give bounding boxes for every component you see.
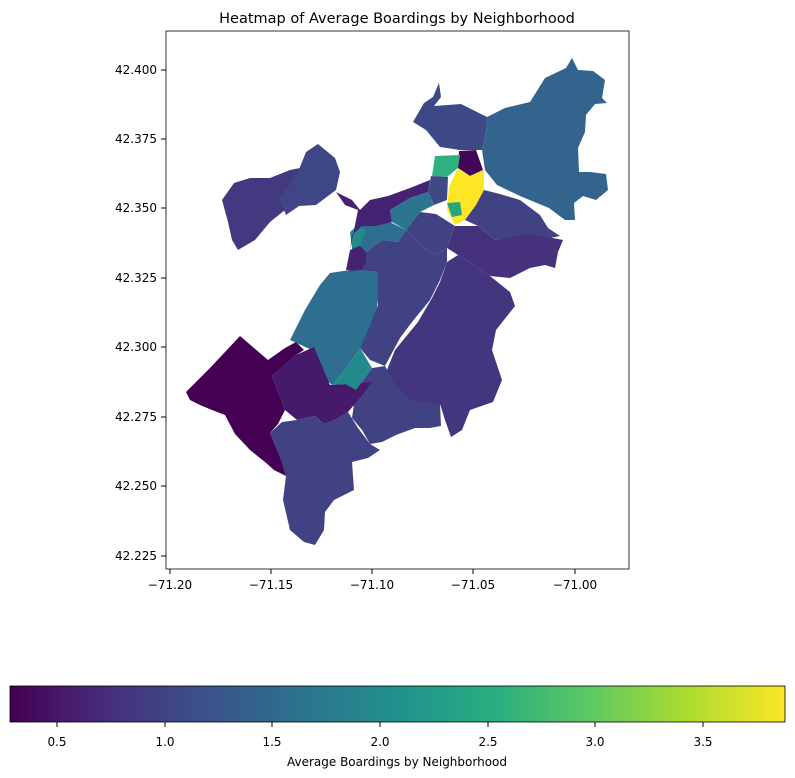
map-region: [390, 192, 434, 230]
map-region: [447, 202, 462, 217]
colorbar-tick-label: 0.5: [47, 735, 66, 749]
map-region: [352, 366, 441, 444]
map-region: [186, 336, 304, 476]
map-region: [336, 180, 430, 250]
map-region: [290, 270, 378, 385]
map-region: [352, 222, 406, 252]
colorbar-gradient: [9, 685, 786, 723]
x-axis: −71.20 −71.15 −71.10 −71.05 −71.00: [148, 569, 597, 592]
map-region: [272, 347, 372, 424]
y-tick-label: 42.375: [115, 132, 157, 146]
colorbar-label: Average Boardings by Neighborhood: [287, 755, 507, 769]
colorbar-tick-label: 2.0: [370, 735, 389, 749]
map-region: [458, 150, 483, 176]
map-region: [432, 155, 460, 177]
map-region: [465, 190, 560, 240]
colorbar-tick-label: 3.0: [585, 735, 604, 749]
x-tick-label: −71.00: [553, 578, 597, 592]
map-region: [270, 412, 380, 545]
map-region: [348, 230, 447, 366]
map-region: [406, 212, 455, 255]
map-region: [447, 226, 563, 278]
x-tick-label: −71.10: [350, 578, 394, 592]
map-regions: [186, 58, 608, 545]
colorbar-tick-label: 3.5: [693, 735, 712, 749]
colorbar-tick-label: 2.5: [478, 735, 497, 749]
map-region: [332, 348, 372, 390]
x-tick-label: −71.05: [451, 578, 495, 592]
colorbar: 0.5 1.0 1.5 2.0 2.5 3.0 3.5 Average Boar…: [9, 685, 786, 769]
chart-title: Heatmap of Average Boardings by Neighbor…: [219, 11, 575, 27]
map-region: [428, 176, 448, 205]
map-region: [385, 255, 515, 437]
y-tick-label: 42.400: [115, 63, 157, 77]
y-tick-label: 42.350: [115, 201, 157, 215]
map-region: [482, 58, 608, 220]
map-region: [413, 83, 487, 150]
map-region: [346, 246, 366, 270]
map-region: [222, 168, 300, 250]
y-tick-label: 42.300: [115, 340, 157, 354]
y-tick-label: 42.225: [115, 549, 157, 563]
plot-area: [165, 30, 630, 570]
y-axis: 42.225 42.250 42.275 42.300 42.325 42.35…: [115, 63, 166, 563]
colorbar-ticks: 0.5 1.0 1.5 2.0 2.5 3.0 3.5: [47, 722, 713, 749]
y-tick-label: 42.250: [115, 479, 157, 493]
x-tick-label: −71.20: [148, 578, 192, 592]
y-tick-label: 42.325: [115, 271, 157, 285]
colorbar-tick-label: 1.5: [262, 735, 281, 749]
y-tick-label: 42.275: [115, 410, 157, 424]
colorbar-tick-label: 1.0: [155, 735, 174, 749]
map-region: [279, 144, 340, 215]
x-tick-label: −71.15: [249, 578, 293, 592]
